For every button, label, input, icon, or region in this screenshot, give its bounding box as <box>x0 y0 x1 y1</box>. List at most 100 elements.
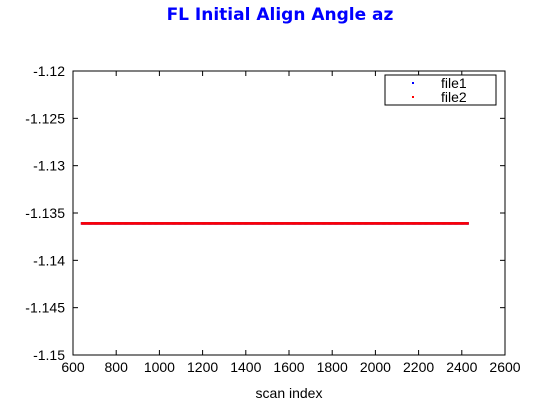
data-point <box>460 222 462 225</box>
data-point <box>464 222 467 225</box>
data-point <box>163 222 166 225</box>
data-point <box>323 222 325 225</box>
data-point <box>385 222 388 225</box>
x-tick-label: 2400 <box>446 359 477 375</box>
data-point <box>100 222 102 225</box>
data-point <box>395 222 397 225</box>
data-point <box>184 222 186 225</box>
data-point <box>314 222 317 225</box>
data-point <box>97 222 100 225</box>
data-point <box>281 222 283 225</box>
data-point <box>227 222 229 225</box>
data-point <box>116 222 119 225</box>
data-point <box>257 222 259 225</box>
data-point <box>259 222 262 225</box>
data-point <box>420 222 423 225</box>
data-point <box>276 222 279 225</box>
data-point <box>353 222 355 225</box>
data-point <box>419 222 421 225</box>
data-point <box>413 222 415 225</box>
data-point <box>239 222 241 225</box>
data-point <box>148 222 150 225</box>
data-point <box>126 222 129 225</box>
data-point <box>224 222 227 225</box>
data-point <box>343 222 346 225</box>
data-point <box>198 222 201 225</box>
data-point <box>430 222 432 225</box>
data-point <box>94 222 96 225</box>
data-point <box>220 222 222 225</box>
data-point <box>310 222 312 225</box>
data-point <box>166 222 168 225</box>
series-file2 <box>80 222 469 225</box>
data-point <box>450 222 453 225</box>
data-point <box>313 222 316 225</box>
legend-marker-file2 <box>412 96 414 98</box>
data-point <box>361 222 364 225</box>
data-point <box>98 222 101 225</box>
data-point <box>311 222 313 225</box>
data-point <box>229 222 232 225</box>
data-point <box>457 222 460 225</box>
data-point <box>83 222 85 225</box>
data-point <box>176 222 179 225</box>
data-point <box>467 222 469 225</box>
data-point <box>322 222 324 225</box>
data-point <box>208 222 210 225</box>
data-point <box>421 222 424 225</box>
data-point <box>289 222 292 225</box>
data-point <box>452 222 455 225</box>
data-point <box>425 222 427 225</box>
data-point <box>394 222 396 225</box>
data-point <box>185 222 187 225</box>
data-point <box>340 222 342 225</box>
data-point <box>348 222 351 225</box>
x-axis-label: scan index <box>256 385 323 401</box>
data-point <box>274 222 276 225</box>
data-point <box>209 222 211 225</box>
data-point <box>80 222 83 225</box>
data-point <box>240 222 243 225</box>
data-point <box>86 222 89 225</box>
data-point <box>466 222 468 225</box>
data-point <box>372 222 375 225</box>
data-point <box>169 222 172 225</box>
data-point <box>101 222 103 225</box>
data-point <box>391 222 394 225</box>
data-point <box>431 222 433 225</box>
data-point <box>284 222 287 225</box>
data-point <box>398 222 401 225</box>
data-point <box>374 222 377 225</box>
data-point <box>444 222 447 225</box>
data-point <box>89 222 91 225</box>
data-point <box>382 222 384 225</box>
data-point <box>210 222 213 225</box>
data-point <box>182 222 185 225</box>
data-point <box>200 222 203 225</box>
data-point <box>90 222 93 225</box>
data-point <box>202 222 204 225</box>
data-point <box>140 222 143 225</box>
data-point <box>175 222 178 225</box>
axis-ticks: 600 800 1000 1200 1400 1600 1800 2000 2200 2400 26… <box>25 63 520 375</box>
data-point <box>376 222 378 225</box>
data-point <box>448 222 450 225</box>
data-point <box>228 222 231 225</box>
data-point <box>263 222 265 225</box>
data-point <box>335 222 337 225</box>
data-point <box>302 222 305 225</box>
data-point <box>362 222 365 225</box>
data-point <box>199 222 202 225</box>
data-point <box>258 222 261 225</box>
data-point <box>233 222 235 225</box>
data-point <box>127 222 130 225</box>
data-point <box>96 222 99 225</box>
data-point <box>330 222 333 225</box>
data-point <box>283 222 286 225</box>
data-point <box>278 222 281 225</box>
data-point <box>155 222 157 225</box>
data-point <box>214 222 216 225</box>
data-point <box>328 222 330 225</box>
